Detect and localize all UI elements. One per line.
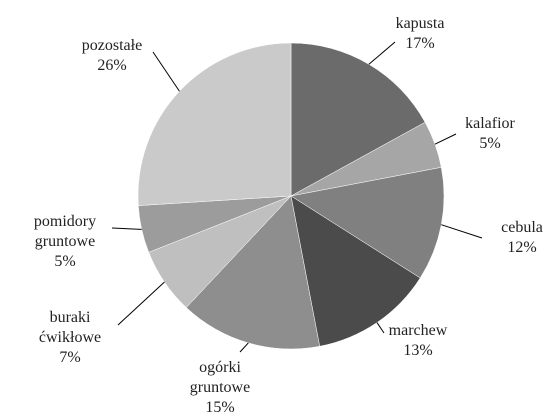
value-label: 5%	[54, 253, 75, 270]
data-label: kalafior 5%	[465, 115, 515, 152]
leader-line	[239, 342, 249, 353]
leader-line	[434, 133, 457, 145]
value-label: 7%	[59, 349, 80, 366]
data-label: pozostałe 26%	[82, 37, 142, 74]
leader-line	[117, 281, 165, 326]
leader-line	[441, 224, 483, 239]
leader-line	[152, 51, 180, 92]
value-label: 15%	[205, 399, 234, 413]
data-label: buraki ćwikłowe 7%	[39, 309, 101, 366]
category-label: cebula	[501, 219, 543, 236]
data-label: pomidory gruntowe 5%	[34, 213, 96, 270]
pie-slice	[290, 42, 426, 197]
pie-slice	[137, 42, 292, 206]
pie-slice	[290, 195, 421, 347]
category-label: gruntowe	[190, 379, 250, 396]
data-label: kapusta 17%	[396, 15, 445, 52]
value-label: 13%	[403, 342, 432, 359]
data-label: ogórki gruntowe 15%	[190, 359, 250, 413]
category-label: ćwikłowe	[39, 329, 101, 346]
leader-line	[111, 227, 142, 230]
value-label: 5%	[479, 135, 500, 152]
category-label: pozostałe	[82, 37, 142, 54]
category-label: ogórki	[199, 359, 241, 376]
value-label: 12%	[507, 239, 536, 256]
data-label: marchew 13%	[389, 322, 448, 359]
value-label: 17%	[405, 35, 434, 52]
category-label: gruntowe	[35, 233, 95, 250]
leader-line	[368, 41, 396, 65]
category-label: kapusta	[396, 15, 445, 32]
category-label: pomidory	[34, 213, 96, 230]
category-label: kalafior	[465, 115, 515, 132]
value-label: 26%	[97, 57, 126, 74]
category-label: buraki	[50, 309, 91, 326]
data-label: cebula 12%	[501, 219, 543, 256]
leader-line	[376, 322, 385, 334]
category-label: marchew	[389, 322, 448, 339]
